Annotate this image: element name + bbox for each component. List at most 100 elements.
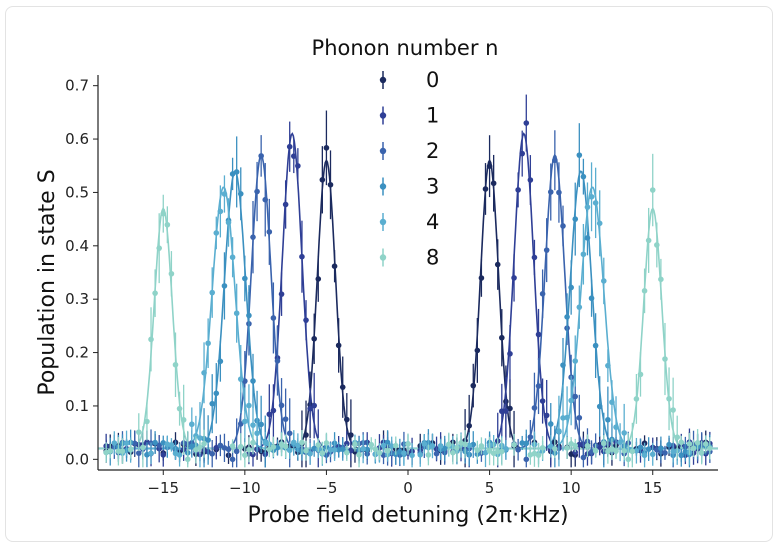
legend-marker xyxy=(379,147,387,155)
x-tick-label: 0 xyxy=(403,479,413,497)
data-point-n1 xyxy=(535,331,542,338)
data-point-n3 xyxy=(560,362,566,368)
data-point-n4 xyxy=(254,430,260,437)
data-point-n4 xyxy=(242,418,248,425)
data-point-n4 xyxy=(197,435,203,441)
data-point-n8 xyxy=(303,447,309,454)
data-point-n3 xyxy=(339,446,346,453)
legend-label: 1 xyxy=(426,104,439,128)
legend-marker xyxy=(379,76,387,84)
y-axis-label: Population in state S xyxy=(35,169,60,395)
data-point-n8 xyxy=(319,450,326,456)
legend-marker xyxy=(379,218,387,226)
data-point-n3 xyxy=(588,295,595,302)
data-point-n0 xyxy=(474,347,481,354)
data-point-n1 xyxy=(286,143,293,150)
data-point-n8 xyxy=(368,441,375,448)
data-point-n1 xyxy=(499,408,505,415)
data-point-n0 xyxy=(348,432,354,438)
data-point-n8 xyxy=(462,441,468,448)
data-point-n8 xyxy=(666,395,672,402)
data-point-n4 xyxy=(600,278,607,284)
data-point-n4 xyxy=(217,208,224,215)
data-point-n8 xyxy=(494,448,501,455)
data-point-n4 xyxy=(205,340,211,347)
data-point-n8 xyxy=(392,442,399,449)
legend-marker xyxy=(379,112,387,119)
data-point-n1 xyxy=(290,153,297,159)
data-point-n8 xyxy=(344,449,350,456)
data-point-n1 xyxy=(295,163,301,169)
data-point-n3 xyxy=(564,314,570,320)
data-point-n0 xyxy=(499,334,505,341)
data-point-n8 xyxy=(140,444,146,451)
data-point-n0 xyxy=(331,263,338,270)
legend-label: 3 xyxy=(426,175,439,199)
data-point-n2 xyxy=(662,450,668,456)
legend-marker xyxy=(379,254,387,261)
data-point-n0 xyxy=(486,163,493,169)
data-point-n4 xyxy=(213,230,220,236)
data-point-n8 xyxy=(633,396,640,402)
data-point-n4 xyxy=(584,204,591,210)
data-point-n4 xyxy=(401,450,407,456)
data-point-n4 xyxy=(429,443,436,449)
data-point-n8 xyxy=(193,447,199,453)
data-point-n8 xyxy=(613,448,619,454)
data-point-n4 xyxy=(189,421,195,428)
data-point-n8 xyxy=(229,443,236,449)
data-point-n3 xyxy=(568,284,574,291)
data-point-n8 xyxy=(180,417,187,423)
data-point-n8 xyxy=(197,444,203,451)
data-point-n3 xyxy=(250,378,256,384)
data-point-n8 xyxy=(115,448,122,455)
data-point-n0 xyxy=(323,145,330,151)
data-point-n4 xyxy=(437,443,444,449)
data-point-n8 xyxy=(201,440,207,447)
data-point-n4 xyxy=(605,362,611,369)
data-point-n1 xyxy=(523,120,530,126)
data-point-n8 xyxy=(127,446,134,453)
data-point-n3 xyxy=(547,421,554,427)
data-point-n3 xyxy=(441,445,448,452)
data-point-n8 xyxy=(649,187,656,193)
data-point-n2 xyxy=(286,430,293,437)
data-point-n8 xyxy=(266,446,273,453)
data-point-n4 xyxy=(327,446,334,453)
data-point-n4 xyxy=(331,447,338,453)
y-tick-label: 0.0 xyxy=(65,450,89,468)
data-point-n8 xyxy=(164,221,171,228)
data-point-n3 xyxy=(213,390,220,397)
data-point-n3 xyxy=(682,448,689,455)
data-point-n2 xyxy=(556,189,562,196)
data-point-n2 xyxy=(217,442,224,449)
y-tick-label: 0.1 xyxy=(65,397,89,415)
data-point-n4 xyxy=(641,452,648,459)
x-tick-label: 5 xyxy=(485,479,495,497)
data-point-n2 xyxy=(262,196,269,203)
data-point-n4 xyxy=(233,310,240,317)
data-point-n8 xyxy=(662,356,668,362)
data-point-n4 xyxy=(633,447,640,454)
data-point-n8 xyxy=(474,447,481,454)
data-point-n8 xyxy=(184,456,191,463)
data-point-n3 xyxy=(233,169,240,175)
data-point-n3 xyxy=(209,400,216,407)
data-point-n2 xyxy=(266,229,273,235)
data-point-n3 xyxy=(596,403,603,410)
data-point-n8 xyxy=(454,445,460,451)
data-point-n4 xyxy=(225,219,232,226)
data-point-n1 xyxy=(250,451,256,458)
legend: Phonon number n 0 1 2 3 4 8 xyxy=(312,36,498,276)
data-point-n2 xyxy=(543,247,550,253)
data-point-n2 xyxy=(258,153,264,159)
data-point-n1 xyxy=(511,275,517,281)
data-point-n2 xyxy=(209,450,216,457)
y-tick-label: 0.5 xyxy=(65,183,89,201)
data-point-n8 xyxy=(535,452,542,458)
data-point-n4 xyxy=(503,446,509,452)
data-point-n1 xyxy=(282,201,289,208)
data-point-n4 xyxy=(588,193,595,200)
data-point-n8 xyxy=(637,371,644,378)
data-point-n8 xyxy=(372,446,379,452)
